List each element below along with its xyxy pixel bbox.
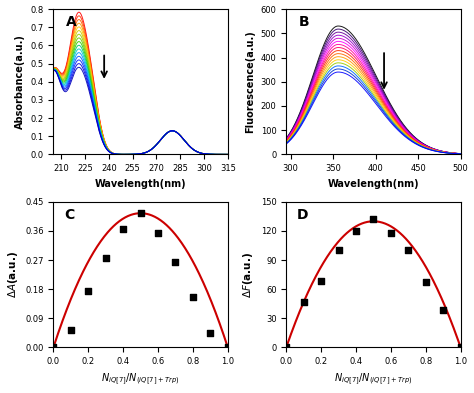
Point xyxy=(404,247,412,253)
X-axis label: Wavelength(nm): Wavelength(nm) xyxy=(328,179,419,189)
X-axis label: $N_{iQ[7]}/N_{(iQ[7]+Trp)}$: $N_{iQ[7]}/N_{(iQ[7]+Trp)}$ xyxy=(101,371,180,387)
Point xyxy=(300,299,308,305)
Text: B: B xyxy=(299,15,309,29)
Text: D: D xyxy=(297,208,308,222)
Point xyxy=(154,230,162,236)
Text: C: C xyxy=(64,208,74,222)
Point xyxy=(172,259,179,265)
Y-axis label: $\Delta A$(a.u.): $\Delta A$(a.u.) xyxy=(6,251,19,298)
Text: A: A xyxy=(66,15,76,29)
X-axis label: Wavelength(nm): Wavelength(nm) xyxy=(95,179,186,189)
Point xyxy=(439,307,447,314)
Point xyxy=(67,326,75,332)
Point xyxy=(422,279,429,285)
Point xyxy=(352,228,360,234)
Point xyxy=(207,330,214,336)
Point xyxy=(50,344,57,351)
Point xyxy=(335,247,342,253)
Point xyxy=(387,230,395,236)
Point xyxy=(137,210,145,217)
Point xyxy=(84,288,92,294)
Point xyxy=(119,226,127,233)
Point xyxy=(224,344,231,351)
X-axis label: $N_{iQ[7]}/N_{(iQ[7]+Trp)}$: $N_{iQ[7]}/N_{(iQ[7]+Trp)}$ xyxy=(334,371,413,387)
Point xyxy=(318,278,325,285)
Point xyxy=(102,255,109,262)
Y-axis label: Absorbance(a.u.): Absorbance(a.u.) xyxy=(15,34,25,129)
Point xyxy=(189,294,197,300)
Y-axis label: $\Delta F$(a.u.): $\Delta F$(a.u.) xyxy=(241,252,255,298)
Point xyxy=(283,344,290,351)
Point xyxy=(370,216,377,222)
Point xyxy=(457,344,465,351)
Y-axis label: Fluorescence(a.u.): Fluorescence(a.u.) xyxy=(245,30,255,133)
